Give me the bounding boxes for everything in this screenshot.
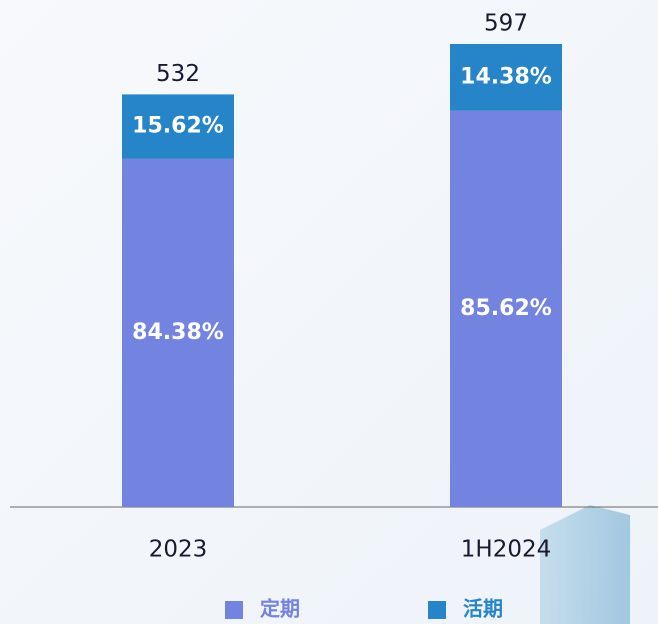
building-decoration bbox=[540, 505, 630, 624]
bar-segment bbox=[450, 110, 562, 507]
bar-segment bbox=[450, 44, 562, 111]
legend-swatch bbox=[225, 601, 243, 619]
segment-label: 14.38% bbox=[460, 64, 552, 89]
bar-segment bbox=[122, 94, 234, 159]
segment-label: 15.62% bbox=[132, 114, 224, 139]
total-label: 532 bbox=[156, 61, 200, 87]
segment-label: 85.62% bbox=[460, 296, 552, 321]
total-label: 597 bbox=[484, 11, 528, 37]
x-tick-label: 2023 bbox=[149, 537, 208, 563]
legend-label: 定期 bbox=[260, 597, 300, 621]
legend-swatch bbox=[428, 601, 446, 619]
legend-label: 活期 bbox=[463, 597, 503, 621]
x-tick-label: 1H2024 bbox=[461, 537, 551, 563]
bar-segment bbox=[122, 158, 234, 508]
segment-label: 84.38% bbox=[132, 320, 224, 345]
